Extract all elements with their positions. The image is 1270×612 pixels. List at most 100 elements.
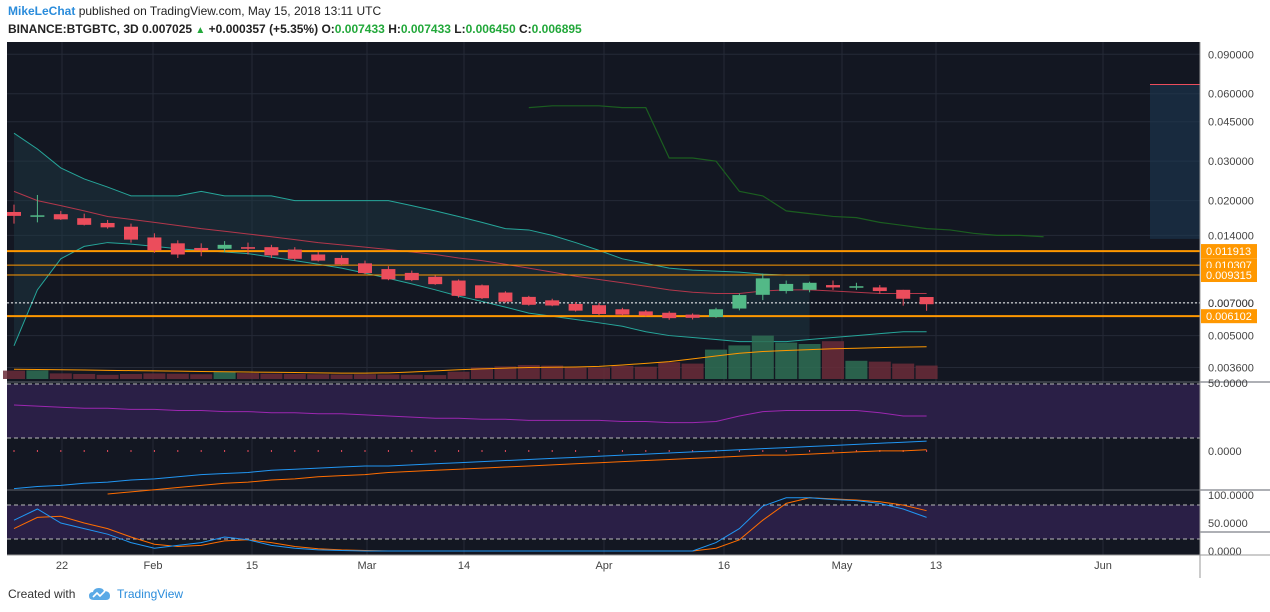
rsi-line [13, 404, 927, 424]
rsi-tick-label: 50.0000 [1208, 378, 1248, 390]
level-price-label: 0.011913 [1206, 246, 1251, 258]
volume-bar [143, 373, 166, 379]
x-tick-label: 22 [56, 560, 68, 572]
candle-body [358, 263, 372, 274]
candle-body [428, 276, 443, 285]
open-label: O: [321, 22, 335, 36]
stoch-band [7, 505, 1200, 539]
candle-body [638, 311, 653, 316]
candle-body [194, 247, 209, 251]
volume-bar [307, 374, 330, 379]
high-value: 0.007433 [400, 22, 451, 36]
bollinger-upper-line [13, 132, 810, 276]
volume-bar [26, 370, 49, 379]
volume-bar [822, 341, 844, 379]
volume-bar [283, 373, 306, 379]
x-tick-label: Apr [595, 560, 612, 572]
y-tick-label: 0.003600 [1208, 363, 1254, 375]
level-price-badge [1201, 244, 1257, 259]
high-label: H: [388, 22, 401, 36]
open-value: 0.007433 [334, 22, 385, 36]
volume-bar [400, 374, 423, 379]
stoch-tick-label: 0.0000 [1208, 546, 1242, 558]
y-tick-label: 0.060000 [1208, 89, 1254, 101]
volume-bar [775, 342, 798, 379]
ichimoku-span-line [528, 105, 1044, 238]
price-change: +0.000357 (+5.35%) [208, 22, 319, 36]
published-text: published on TradingView.com, May 15, 20… [78, 4, 382, 18]
candle-body [872, 287, 887, 292]
macd-signal-line [107, 449, 927, 495]
volume-bar [728, 345, 751, 379]
x-tick-label: Feb [144, 560, 163, 572]
candle-body [264, 247, 279, 256]
stoch-k-line [13, 497, 927, 552]
tradingview-link[interactable]: TradingView [117, 587, 184, 601]
candle-body [287, 249, 302, 259]
candle-body [662, 312, 677, 319]
candle-body [147, 237, 162, 251]
x-tick-label: 16 [718, 560, 730, 572]
volume-bar [190, 374, 213, 379]
volume-bar [49, 373, 72, 379]
created-with-text: Created with [8, 587, 76, 601]
candle-body [30, 215, 45, 217]
author-link[interactable]: MikeLeChat [8, 4, 76, 18]
low-label: L: [454, 22, 466, 36]
low-value: 0.006450 [465, 22, 516, 36]
volume-bar [260, 373, 283, 379]
volume-bar [705, 349, 727, 379]
chart-header: MikeLeChat published on TradingView.com,… [0, 0, 1270, 42]
current-price-label: 0.007000 [1208, 298, 1254, 310]
candle-body [709, 309, 723, 318]
level-price-label: 0.006102 [1206, 311, 1252, 323]
price-chart[interactable]: 22 Feb 15 Mar 14 Apr 16 May 13 Jun 0.090000 0.06000… [0, 42, 1270, 578]
volume-bar [915, 365, 938, 379]
volume-bar [120, 373, 142, 379]
volume-bar [73, 373, 96, 379]
volume-bar [798, 344, 821, 379]
candle-body [896, 289, 911, 299]
candle-body [170, 243, 185, 255]
volume-bar [892, 363, 915, 379]
candle-body [100, 222, 115, 228]
close-label: C: [519, 22, 532, 36]
volume-bar [541, 365, 564, 379]
level-price-badge [1201, 268, 1257, 283]
close-value: 0.006895 [531, 22, 582, 36]
volume-bar [96, 374, 119, 379]
candle-body [404, 272, 419, 281]
chart-footer: Created with TradingView [0, 578, 1270, 612]
candle-body [919, 297, 934, 305]
x-tick-label: Jun [1094, 560, 1112, 572]
macd-tick-label: 0.0000 [1208, 446, 1242, 458]
candle-body [592, 305, 606, 315]
volume-bar [868, 361, 891, 379]
candle-body [311, 254, 326, 261]
candle-body [521, 296, 536, 305]
volume-bar [237, 373, 259, 379]
x-tick-label: 15 [246, 560, 258, 572]
stoch-tick-label: 100.0000 [1208, 490, 1254, 502]
y-tick-label: 0.014000 [1208, 230, 1254, 242]
volume-bar [354, 374, 376, 379]
y-tick-label: 0.020000 [1208, 196, 1254, 208]
y-tick-label: 0.090000 [1208, 49, 1254, 61]
volume-bar [447, 371, 470, 379]
candle-body [498, 292, 513, 302]
x-tick-label: 14 [458, 560, 470, 572]
candle-body [568, 303, 583, 311]
candle-body [802, 282, 817, 290]
volume-ma-line [13, 346, 927, 374]
y-tick-label: 0.007000 [1208, 298, 1254, 310]
level-price-badge [1201, 309, 1257, 324]
candle-body [545, 300, 560, 306]
tradingview-cloud-icon [89, 588, 110, 600]
volume-bar [681, 363, 704, 379]
target-zone [1150, 84, 1200, 239]
y-tick-label: 0.005000 [1208, 331, 1254, 343]
y-tick-label: 0.030000 [1208, 156, 1254, 168]
candle-body [241, 247, 255, 249]
volume-bar [751, 335, 774, 379]
volume-bar [3, 370, 25, 379]
